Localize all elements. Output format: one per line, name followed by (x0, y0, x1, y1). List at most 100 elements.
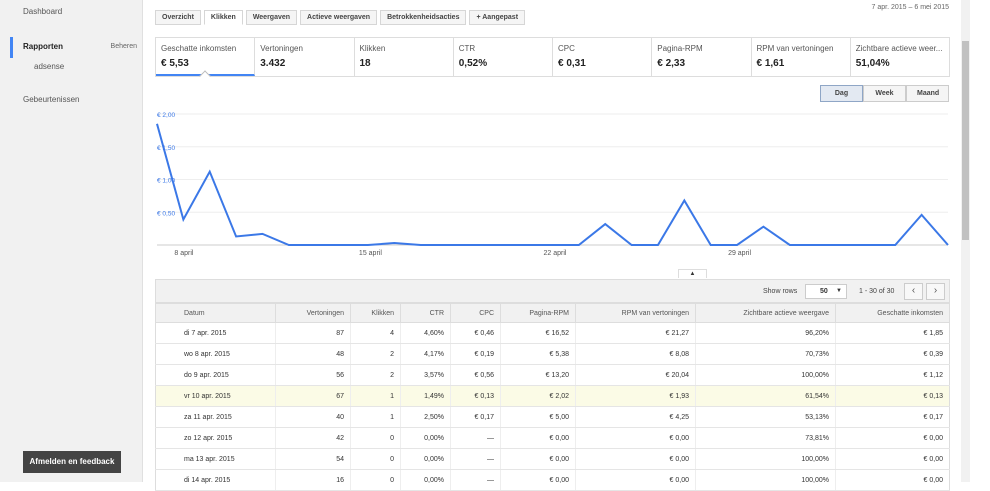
metric-cpc[interactable]: CPC € 0,31 (553, 38, 653, 76)
table-row: ma 13 apr. 2015 54 0 0,00% — € 0,00 € 0,00 100,… (155, 448, 950, 470)
next-page-button[interactable]: › (926, 283, 945, 300)
table-body: di 7 apr. 2015 87 4 4,60% € 0,46 € 16,52 € 21,… (155, 322, 950, 491)
table-cell: € 0,00 (835, 469, 950, 491)
table-cell: wo 8 apr. 2015 (155, 343, 276, 365)
tab-engagement[interactable]: Betrokkenheidsacties (380, 10, 467, 25)
col-header-impression-rpm[interactable]: RPM van vertoningen (575, 303, 696, 323)
table-cell: 40 (275, 406, 351, 428)
tab-active-views[interactable]: Actieve weergaven (300, 10, 378, 25)
sidebar-item-adsense[interactable]: adsense (34, 62, 65, 71)
table-cell: 0,00% (400, 448, 451, 470)
table-row: do 9 apr. 2015 56 2 3,57% € 0,56 € 13,20 € 20,… (155, 364, 950, 386)
table-cell: € 16,52 (500, 322, 576, 344)
table-cell: — (450, 448, 501, 470)
col-header-earnings[interactable]: Geschatte inkomsten (835, 303, 950, 323)
table-cell: 0 (350, 427, 401, 449)
table-cell: 16 (275, 469, 351, 491)
table-cell: 67 (275, 385, 351, 407)
metric-impression-rpm[interactable]: RPM van vertoningen € 1,61 (752, 38, 851, 76)
scrollbar[interactable] (961, 0, 970, 482)
metric-value: 3.432 (260, 58, 286, 69)
period-month-button[interactable]: Maand (906, 85, 949, 102)
y-tick-label: € 2,00 (157, 112, 175, 119)
table-cell: € 0,00 (575, 448, 696, 470)
col-header-impressions[interactable]: Vertoningen (275, 303, 351, 323)
table-cell: 54 (275, 448, 351, 470)
table-cell: € 0,13 (835, 385, 950, 407)
table-row: di 7 apr. 2015 87 4 4,60% € 0,46 € 16,52 € 21,… (155, 322, 950, 344)
metric-clicks[interactable]: Klikken 18 (355, 38, 454, 76)
table-cell: 87 (275, 322, 351, 344)
col-header-date[interactable]: Datum (155, 303, 276, 323)
rows-select[interactable]: 50 ▼ (805, 284, 847, 299)
tab-custom[interactable]: + Aangepast (469, 10, 526, 25)
table-cell: 4 (350, 322, 401, 344)
table-cell: — (450, 427, 501, 449)
metric-value: € 0,31 (558, 58, 586, 69)
table-cell: 0,00% (400, 469, 451, 491)
sidebar-item-reports[interactable]: Rapporten Beheren (10, 37, 143, 58)
table-cell: di 7 apr. 2015 (155, 322, 276, 344)
col-header-page-rpm[interactable]: Pagina-RPM (500, 303, 576, 323)
manage-link[interactable]: Beheren (110, 43, 137, 50)
table-cell: € 0,00 (575, 469, 696, 491)
table-cell: zo 12 apr. 2015 (155, 427, 276, 449)
chevron-down-icon: ▼ (836, 288, 842, 294)
date-range[interactable]: 7 apr. 2015 – 6 mei 2015 (871, 4, 949, 11)
metric-estimated-earnings[interactable]: Geschatte inkomsten € 5,53 (156, 38, 256, 82)
col-header-clicks[interactable]: Klikken (350, 303, 401, 323)
metric-value: € 2,33 (657, 58, 686, 69)
table-cell: 3,57% (400, 364, 451, 386)
table-cell: 0 (350, 469, 401, 491)
prev-page-button[interactable]: ‹ (904, 283, 923, 300)
table-cell: 100,00% (695, 364, 836, 386)
table-row: vr 10 apr. 2015 67 1 1,49% € 0,13 € 2,02 € 1,9… (155, 385, 950, 407)
table-row: di 14 apr. 2015 16 0 0,00% — € 0,00 € 0,00 100,… (155, 469, 950, 491)
metric-label: RPM van vertoningen (756, 44, 834, 53)
feedback-button[interactable]: Afmelden en feedback (23, 451, 121, 473)
table-cell: € 0,17 (450, 406, 501, 428)
sidebar-item-dashboard[interactable]: Dashboard (23, 7, 63, 16)
period-week-button[interactable]: Week (863, 85, 906, 102)
table-row: za 11 apr. 2015 40 1 2,50% € 0,17 € 5,00 € 4,2… (155, 406, 950, 428)
metric-impressions[interactable]: Vertoningen 3.432 (255, 38, 355, 76)
col-header-ctr[interactable]: CTR (400, 303, 451, 323)
table-cell: € 0,39 (835, 343, 950, 365)
y-tick-label: € 1,00 (157, 178, 175, 185)
rows-select-value: 50 (820, 288, 828, 295)
caret-indicator (199, 70, 211, 82)
metric-ctr[interactable]: CTR 0,52% (454, 38, 553, 76)
table-cell: € 0,00 (500, 469, 576, 491)
table-cell: 2,50% (400, 406, 451, 428)
table-cell: € 2,02 (500, 385, 576, 407)
table-cell: 4,60% (400, 322, 451, 344)
metric-active-view-viewable[interactable]: Zichtbare actieve weer... 51,04% (851, 38, 949, 76)
table-cell: € 0,00 (500, 448, 576, 470)
sidebar: Dashboard Rapporten Beheren adsense Gebe… (0, 0, 143, 482)
col-header-active-view[interactable]: Zichtbare actieve weergave (695, 303, 836, 323)
period-day-button[interactable]: Dag (820, 85, 863, 102)
table-cell: € 0,00 (500, 427, 576, 449)
table-cell: 2 (350, 364, 401, 386)
tab-views[interactable]: Weergaven (245, 10, 298, 25)
table-cell: € 0,46 (450, 322, 501, 344)
tab-clicks[interactable]: Klikken (203, 10, 243, 25)
tab-overview[interactable]: Overzicht (155, 10, 201, 25)
table-cell: 1 (350, 385, 401, 407)
table-row: wo 8 apr. 2015 48 2 4,17% € 0,19 € 5,38 € 8,08… (155, 343, 950, 365)
earnings-line-chart: € 0,50 € 1,00 € 1,50 € 2,00 8 april 15 april 2… (156, 112, 949, 257)
scrollbar-thumb[interactable] (962, 41, 969, 240)
metric-label: CTR (458, 44, 476, 53)
table-cell: € 1,12 (835, 364, 950, 386)
table-header-row: Datum Vertoningen Klikken CTR CPC Pagina… (155, 303, 950, 323)
table-cell: € 1,85 (835, 322, 950, 344)
collapse-chart-button[interactable]: ▲ (678, 269, 707, 278)
metric-label: Pagina-RPM (657, 44, 703, 53)
col-header-cpc[interactable]: CPC (450, 303, 501, 323)
metric-page-rpm[interactable]: Pagina-RPM € 2,33 (652, 38, 752, 76)
metric-label: Geschatte inkomsten (161, 44, 237, 53)
sidebar-item-events[interactable]: Gebeurtenissen (23, 95, 80, 104)
table-cell: 42 (275, 427, 351, 449)
table-cell: € 13,20 (500, 364, 576, 386)
table-cell: 53,13% (695, 406, 836, 428)
